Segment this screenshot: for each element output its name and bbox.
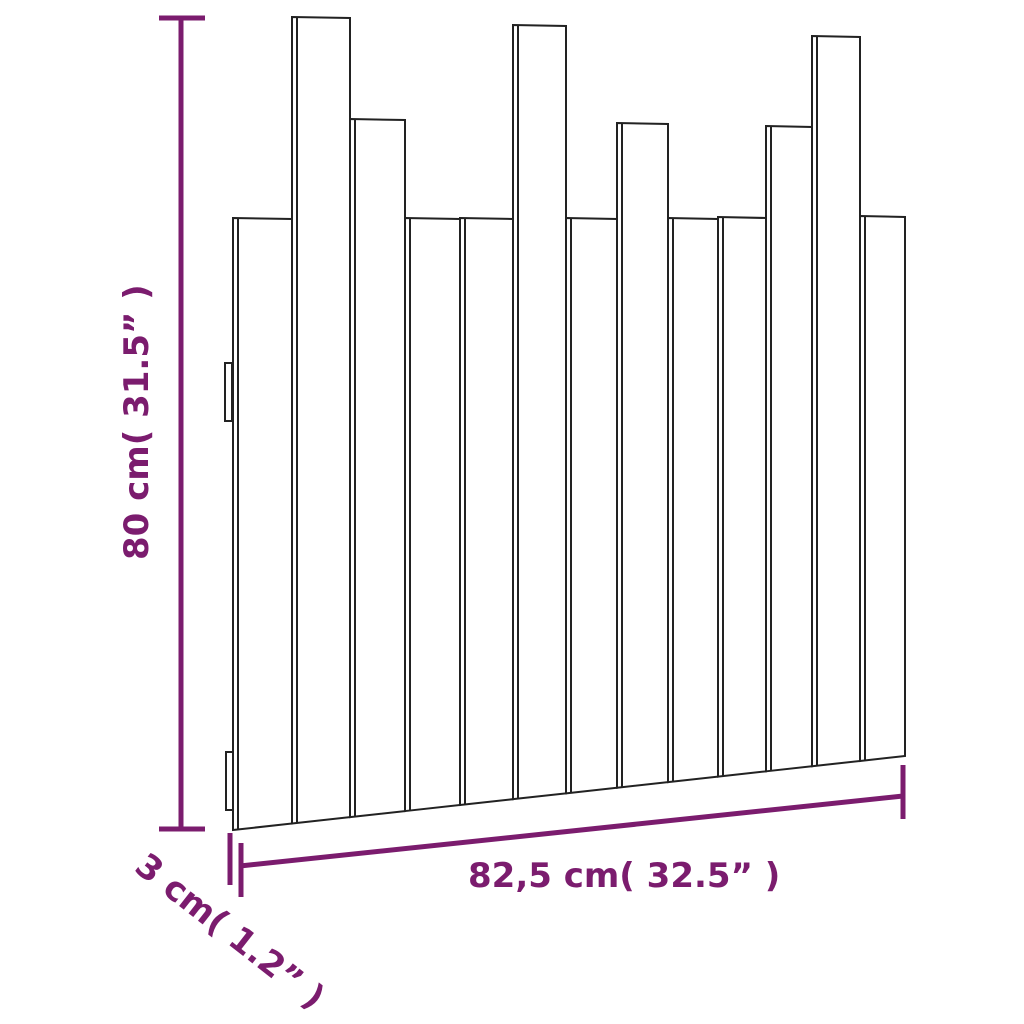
plank	[232, 216, 293, 832]
width-label: 82,5 cm( 32.5” )	[468, 856, 780, 896]
plank	[811, 34, 861, 768]
plank	[565, 216, 618, 795]
plank	[859, 214, 906, 763]
width-dimension-line	[239, 793, 904, 869]
plank	[404, 216, 461, 813]
mount-bracket-lower	[225, 751, 234, 811]
plank	[717, 215, 767, 778]
plank	[667, 216, 719, 784]
headboard-planks	[232, 15, 906, 832]
plank	[291, 15, 351, 825]
mount-bracket-upper	[224, 362, 233, 422]
plank	[765, 124, 813, 773]
plank	[459, 216, 514, 807]
plank	[616, 121, 669, 789]
plank	[512, 23, 567, 801]
plank	[349, 117, 406, 819]
height-label: 80 cm( 31.5” )	[117, 284, 157, 560]
